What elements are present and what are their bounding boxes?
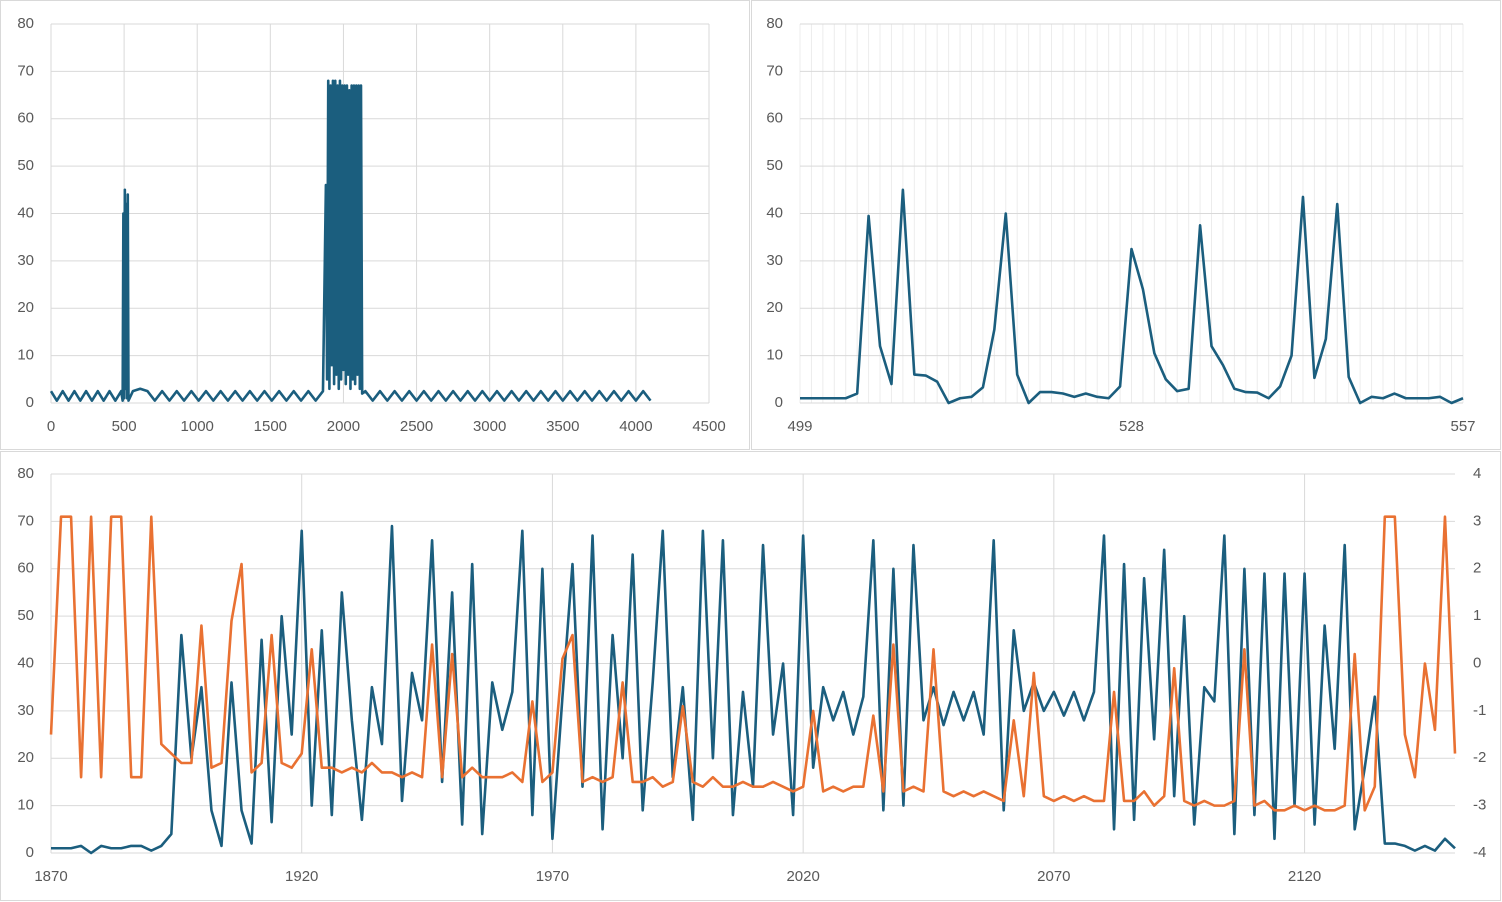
y2-tick-label: 0: [1473, 654, 1481, 671]
x-tick-label: 2500: [400, 418, 433, 435]
data-line: [49, 79, 652, 402]
y-tick-label: 60: [766, 110, 783, 127]
panel: [0, 451, 1501, 901]
y-tick-label: 40: [766, 204, 783, 221]
y-tick-label: 40: [17, 654, 34, 671]
x-tick-label: 2070: [1037, 868, 1070, 885]
x-tick-label: 1920: [285, 868, 318, 885]
y-tick-label: 10: [17, 347, 34, 364]
x-tick-label: 0: [47, 418, 55, 435]
y2-tick-label: -3: [1473, 797, 1486, 814]
data-line: [51, 524, 1456, 855]
y-tick-label: 20: [766, 299, 783, 316]
x-tick-label: 499: [787, 418, 812, 435]
y-tick-label: 80: [766, 15, 783, 32]
y-tick-label: 50: [17, 607, 34, 624]
data-line: [800, 188, 1464, 405]
x-tick-label: 2000: [327, 418, 360, 435]
panel: [0, 0, 750, 450]
y-tick-label: 30: [17, 702, 34, 719]
x-tick-label: 1970: [536, 868, 569, 885]
x-tick-label: 1000: [181, 418, 214, 435]
panel: [751, 0, 1501, 450]
x-tick-label: 2020: [786, 868, 819, 885]
y2-tick-label: -4: [1473, 844, 1486, 861]
y-tick-label: 20: [17, 749, 34, 766]
y2-tick-label: -1: [1473, 702, 1486, 719]
y2-tick-label: -2: [1473, 749, 1486, 766]
x-tick-label: 557: [1450, 418, 1475, 435]
y-tick-label: 80: [17, 15, 34, 32]
y-tick-label: 70: [17, 512, 34, 529]
y-tick-label: 70: [766, 62, 783, 79]
y-tick-label: 60: [17, 110, 34, 127]
y2-tick-label: 4: [1473, 465, 1481, 482]
x-tick-label: 4500: [692, 418, 725, 435]
x-tick-label: 1500: [254, 418, 287, 435]
y-tick-label: 30: [766, 252, 783, 269]
y-tick-label: 50: [766, 157, 783, 174]
x-tick-label: 1870: [34, 868, 67, 885]
x-tick-label: 500: [112, 418, 137, 435]
y-tick-label: 30: [17, 252, 34, 269]
y-tick-label: 40: [17, 204, 34, 221]
y-tick-label: 70: [17, 62, 34, 79]
y2-tick-label: 2: [1473, 560, 1481, 577]
y-tick-label: 50: [17, 157, 34, 174]
y-tick-label: 10: [17, 797, 34, 814]
y-tick-label: 60: [17, 560, 34, 577]
y-tick-label: 20: [17, 299, 34, 316]
x-tick-label: 528: [1119, 418, 1144, 435]
y2-tick-label: 1: [1473, 607, 1481, 624]
x-tick-label: 4000: [619, 418, 652, 435]
x-tick-label: 3500: [546, 418, 579, 435]
y2-tick-label: 3: [1473, 512, 1481, 529]
data-line: [49, 515, 1457, 812]
y-tick-label: 80: [17, 465, 34, 482]
y-tick-label: 0: [26, 394, 34, 411]
x-tick-label: 3000: [473, 418, 506, 435]
x-tick-label: 2120: [1288, 868, 1321, 885]
y-tick-label: 0: [775, 394, 783, 411]
y-tick-label: 10: [766, 347, 783, 364]
y-tick-label: 0: [26, 844, 34, 861]
